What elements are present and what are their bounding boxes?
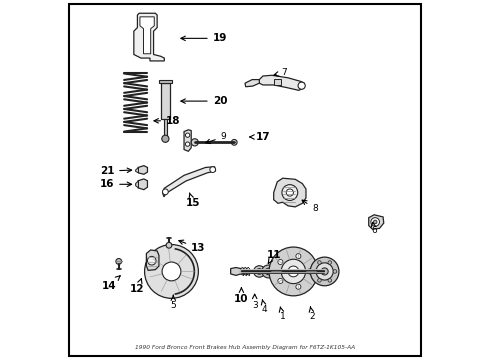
Circle shape — [162, 135, 169, 142]
Circle shape — [210, 167, 216, 172]
Polygon shape — [138, 166, 147, 174]
Polygon shape — [184, 130, 191, 151]
Circle shape — [282, 185, 298, 201]
Circle shape — [321, 268, 328, 275]
Polygon shape — [231, 267, 241, 275]
Circle shape — [288, 266, 299, 277]
Polygon shape — [140, 17, 154, 54]
Circle shape — [333, 270, 337, 273]
Circle shape — [328, 279, 332, 282]
Text: 21: 21 — [99, 166, 132, 176]
Circle shape — [163, 189, 168, 195]
Circle shape — [318, 261, 321, 264]
Polygon shape — [368, 215, 384, 229]
Text: 15: 15 — [186, 193, 200, 208]
Text: 10: 10 — [234, 288, 248, 304]
Text: 19: 19 — [181, 33, 227, 43]
Text: 4: 4 — [261, 300, 268, 314]
Text: 8: 8 — [302, 200, 318, 213]
Circle shape — [262, 265, 275, 278]
Polygon shape — [147, 250, 159, 270]
Circle shape — [328, 261, 332, 264]
Circle shape — [296, 284, 301, 289]
Circle shape — [318, 279, 321, 282]
Circle shape — [162, 262, 181, 281]
Circle shape — [231, 139, 237, 145]
Text: 12: 12 — [130, 279, 145, 294]
Circle shape — [116, 258, 122, 264]
Text: 1990 Ford Bronco Front Brakes Hub Assembly Diagram for F6TZ-1K105-AA: 1990 Ford Bronco Front Brakes Hub Assemb… — [135, 345, 355, 350]
Text: 7: 7 — [274, 68, 287, 77]
Polygon shape — [138, 179, 147, 190]
Circle shape — [269, 247, 318, 296]
Circle shape — [278, 278, 283, 283]
Polygon shape — [161, 83, 170, 119]
Text: 11: 11 — [267, 250, 281, 264]
Text: 13: 13 — [179, 240, 206, 253]
Text: 3: 3 — [252, 294, 258, 310]
Polygon shape — [159, 80, 172, 83]
Circle shape — [307, 269, 312, 274]
Circle shape — [166, 242, 172, 248]
Polygon shape — [274, 178, 306, 207]
Circle shape — [191, 139, 198, 146]
Text: 5: 5 — [171, 295, 176, 310]
Text: 14: 14 — [101, 276, 120, 291]
Circle shape — [147, 256, 156, 265]
Polygon shape — [136, 181, 139, 188]
Circle shape — [286, 189, 294, 196]
Circle shape — [310, 257, 339, 286]
Text: 18: 18 — [154, 116, 180, 126]
Text: 9: 9 — [206, 132, 226, 144]
Circle shape — [274, 268, 280, 275]
Polygon shape — [274, 79, 281, 85]
Text: 16: 16 — [99, 179, 132, 189]
Circle shape — [313, 270, 316, 273]
Polygon shape — [259, 75, 304, 90]
Circle shape — [186, 142, 190, 146]
Circle shape — [371, 218, 379, 226]
Polygon shape — [245, 80, 259, 87]
Circle shape — [281, 259, 306, 284]
Text: 17: 17 — [249, 132, 270, 142]
Circle shape — [265, 268, 271, 275]
Text: 2: 2 — [309, 307, 315, 321]
Circle shape — [373, 220, 377, 224]
Text: 20: 20 — [181, 96, 227, 106]
Circle shape — [254, 266, 265, 277]
Circle shape — [278, 260, 283, 265]
Polygon shape — [136, 167, 139, 173]
Text: 1: 1 — [279, 307, 286, 321]
Circle shape — [256, 269, 262, 274]
Circle shape — [271, 265, 284, 278]
Circle shape — [296, 254, 301, 258]
Polygon shape — [134, 13, 164, 61]
Circle shape — [186, 133, 190, 137]
Circle shape — [316, 263, 333, 280]
Text: 6: 6 — [371, 222, 377, 235]
Polygon shape — [163, 167, 216, 197]
Circle shape — [145, 244, 198, 298]
Circle shape — [298, 82, 305, 89]
Polygon shape — [164, 119, 167, 137]
